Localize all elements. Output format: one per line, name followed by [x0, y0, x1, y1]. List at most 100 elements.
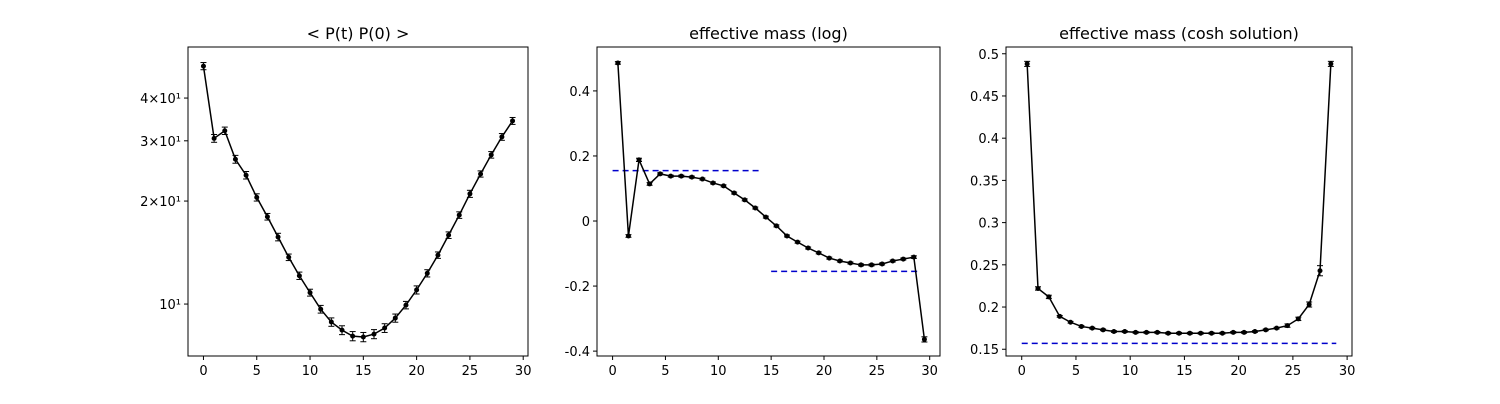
- data-point: [1122, 329, 1128, 335]
- y-tick-label: -0.4: [565, 345, 590, 360]
- data-point: [837, 258, 843, 264]
- data-point: [900, 256, 906, 262]
- y-tick-label: 0.4: [978, 132, 999, 147]
- data-point: [360, 334, 366, 340]
- data-point: [879, 261, 885, 267]
- data-point: [1230, 329, 1236, 335]
- data-point: [371, 331, 377, 337]
- data-point: [911, 254, 917, 260]
- data-point: [1328, 61, 1334, 67]
- y-tick-label: 3×10¹: [140, 135, 181, 150]
- data-point: [721, 183, 727, 189]
- data-point: [424, 270, 430, 276]
- data-point: [668, 173, 674, 179]
- data-point: [816, 250, 822, 256]
- data-point: [307, 290, 313, 296]
- x-tick-label: 30: [1339, 364, 1356, 379]
- data-point: [710, 180, 716, 186]
- x-tick-label: 15: [355, 364, 372, 379]
- data-point: [615, 60, 621, 66]
- y-tick-label: 0.4: [569, 85, 590, 100]
- data-point: [826, 255, 832, 261]
- x-tick-label: 0: [199, 364, 207, 379]
- chart-title: effective mass (cosh solution): [1059, 24, 1299, 43]
- data-point: [435, 252, 441, 258]
- y-tick-label: 0.35: [970, 174, 999, 189]
- x-tick-label: 30: [515, 364, 532, 379]
- data-point: [499, 134, 505, 140]
- data-point: [478, 171, 484, 177]
- data-point: [1024, 61, 1030, 67]
- y-tick-label: -0.2: [565, 280, 590, 295]
- data-point: [275, 234, 281, 240]
- data-point: [339, 327, 345, 333]
- data-point: [414, 287, 420, 293]
- data-point: [243, 172, 249, 178]
- x-tick-label: 20: [1230, 364, 1247, 379]
- data-point: [254, 194, 260, 200]
- x-tick-label: 10: [1122, 364, 1139, 379]
- y-tick-label: 0.15: [970, 343, 999, 358]
- data-point: [763, 214, 769, 220]
- data-point: [847, 260, 853, 266]
- data-point: [1219, 330, 1225, 336]
- data-point: [1046, 294, 1052, 300]
- data-point: [1263, 327, 1269, 333]
- data-point: [657, 171, 663, 177]
- data-point: [318, 306, 324, 312]
- data-point: [328, 319, 334, 325]
- x-tick-label: 25: [1285, 364, 1302, 379]
- data-point: [795, 239, 801, 245]
- data-point: [869, 262, 875, 268]
- chart-title: effective mass (log): [689, 24, 848, 43]
- data-point: [296, 273, 302, 279]
- x-tick-label: 5: [253, 364, 261, 379]
- plot-area: [596, 46, 941, 357]
- x-tick-label: 20: [816, 364, 833, 379]
- data-point: [264, 214, 270, 220]
- data-point: [1068, 319, 1074, 325]
- data-point: [1143, 329, 1149, 335]
- data-point: [752, 205, 758, 211]
- y-tick-label: 4×10¹: [140, 92, 181, 107]
- data-point: [350, 333, 356, 339]
- data-point: [1317, 268, 1323, 274]
- y-tick-label: 0.25: [970, 259, 999, 274]
- y-tick-label: 0.2: [978, 301, 999, 316]
- data-point: [1154, 329, 1160, 335]
- chart-title: < P(t) P(0) >: [307, 24, 410, 43]
- x-tick-label: 25: [462, 364, 479, 379]
- y-tick-label: 0.2: [569, 150, 590, 165]
- data-point: [286, 254, 292, 260]
- data-point: [382, 325, 388, 331]
- data-point: [456, 212, 462, 218]
- data-line: [617, 62, 926, 340]
- x-tick-label: 15: [1176, 364, 1193, 379]
- data-point: [1209, 330, 1215, 336]
- data-point: [1241, 329, 1247, 335]
- data-point: [392, 315, 398, 321]
- data-point: [1078, 323, 1084, 329]
- data-point: [1284, 323, 1290, 329]
- y-tick-label: 0.3: [978, 217, 999, 232]
- x-tick-label: 30: [921, 364, 938, 379]
- data-point: [1089, 325, 1095, 331]
- data-point: [232, 156, 238, 162]
- data-point: [200, 63, 206, 69]
- data-point: [742, 197, 748, 203]
- data-point: [1057, 313, 1063, 319]
- data-point: [1295, 316, 1301, 322]
- data-point: [647, 181, 653, 187]
- y-tick-label: 2×10¹: [140, 195, 181, 210]
- data-point: [858, 262, 864, 268]
- plot-area: [1005, 46, 1353, 357]
- data-point: [636, 157, 642, 163]
- data-point: [510, 118, 516, 124]
- data-point: [689, 174, 695, 180]
- data-point: [625, 233, 631, 239]
- x-tick-label: 0: [1018, 364, 1026, 379]
- data-point: [1198, 330, 1204, 336]
- x-tick-label: 10: [302, 364, 319, 379]
